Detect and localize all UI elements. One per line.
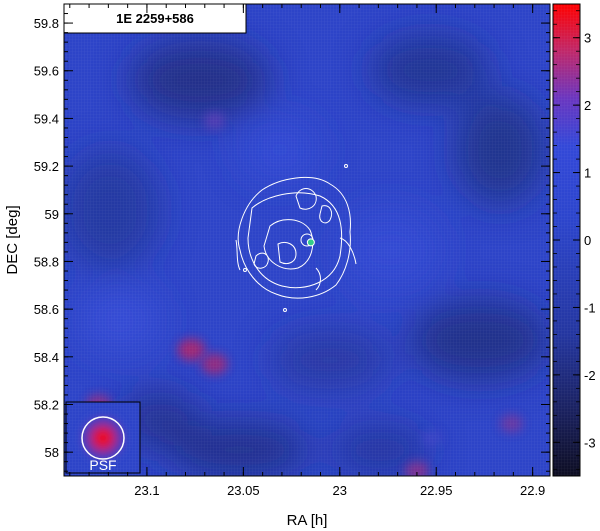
x-tick-label: 23.05	[227, 483, 260, 498]
y-tick-label: 58.6	[34, 302, 59, 317]
source-marker	[306, 238, 315, 247]
y-tick-label: 59.4	[34, 111, 59, 126]
y-tick-label: 59.8	[34, 16, 59, 31]
radio-contours	[235, 164, 357, 312]
y-tick-label: 58.2	[34, 397, 59, 412]
colorbar-tick-label: -1	[584, 300, 596, 315]
colorbar-tick-label: 1	[584, 166, 591, 181]
psf-inset: PSF	[65, 401, 141, 474]
y-tick-label: 59	[45, 207, 59, 222]
colorbar-tick-label: 0	[584, 233, 591, 248]
plot-area	[64, 4, 550, 476]
x-tick-label: 23.1	[134, 483, 159, 498]
y-tick-label: 58.8	[34, 254, 59, 269]
y-axis-title: DEC [deg]	[4, 205, 21, 274]
psf-circle	[81, 416, 125, 460]
x-tick-label: 22.95	[420, 483, 453, 498]
y-tick-label: 59.2	[34, 159, 59, 174]
colorbar-tick-label: 2	[584, 98, 591, 113]
y-tick-label: 58	[45, 445, 59, 460]
title-box: 1E 2259+586	[63, 3, 247, 34]
y-tick-label: 58.4	[34, 350, 59, 365]
x-axis: 23.1 23.05 23 22.95 22.9	[69, 4, 545, 498]
x-axis-title: RA [h]	[287, 512, 328, 529]
colorbar: 3 2 1 0 -1 -2 -3	[552, 3, 596, 477]
x-tick-label: 23	[333, 483, 347, 498]
colorbar-tick-label: -2	[584, 368, 596, 383]
psf-label: PSF	[89, 457, 116, 473]
plot-frame	[63, 3, 551, 477]
x-tick-label: 22.9	[520, 483, 545, 498]
y-tick-label: 59.6	[34, 64, 59, 79]
colorbar-tick-label: 3	[584, 31, 591, 46]
colorbar-tick-label: -3	[584, 435, 596, 450]
chart-title: 1E 2259+586	[116, 11, 194, 26]
y-axis: 58 58.2 58.4 58.6 58.8 59 59.2 59.4 59.6 59.8	[34, 3, 550, 472]
